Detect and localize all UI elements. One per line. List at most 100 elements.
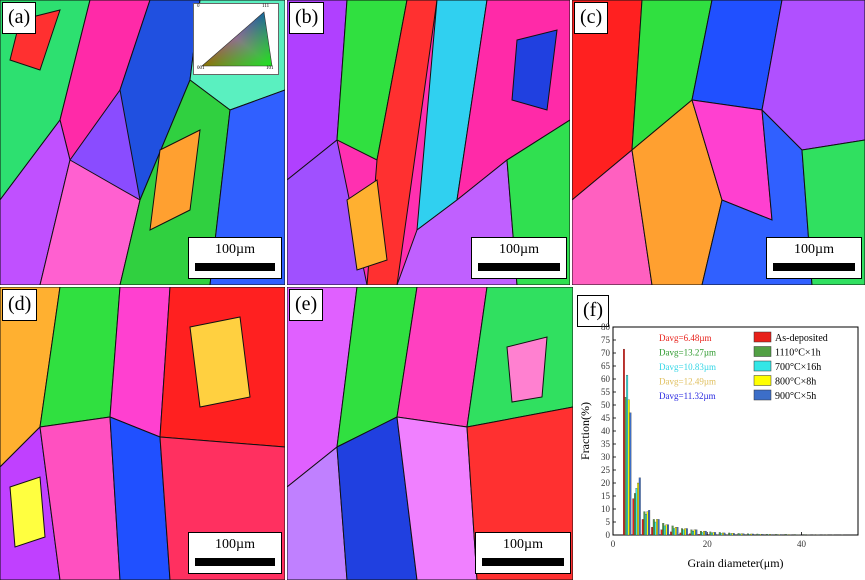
ipf-label-111: 111	[262, 4, 270, 9]
ebsd-map-a: (a) 0 111 001 101 100µm	[0, 0, 285, 285]
bar-2-9	[711, 532, 713, 536]
legend-swatch-2	[753, 360, 772, 372]
panel-label-b: (b)	[289, 2, 325, 34]
legend-label-2: 700°C×16h	[775, 362, 821, 373]
ebsd-grain-image-e	[287, 287, 573, 580]
scale-bar-label-b: 100µm	[499, 242, 539, 257]
scale-bar-box-b: 100µm	[471, 237, 567, 279]
bar-4-5	[676, 527, 679, 536]
davg-label-3: Davg=12.49µm	[659, 377, 716, 387]
bar-0-5	[670, 531, 672, 536]
bar-3-8	[703, 530, 706, 536]
bar-4-16	[780, 534, 783, 536]
scale-bar-label-d: 100µm	[215, 537, 255, 552]
scale-bar-e	[482, 558, 564, 566]
scale-bar-d	[195, 558, 275, 566]
bar-2-10	[720, 533, 723, 536]
davg-label-2: Davg=10.83µm	[659, 362, 716, 372]
bar-3-15	[769, 534, 772, 536]
davg-label-4: Davg=11.32µm	[659, 391, 716, 401]
bar-1-0	[624, 397, 627, 536]
bar-0-8	[698, 534, 701, 536]
panel-label-d: (d)	[2, 289, 38, 321]
bar-1-18	[794, 534, 797, 536]
legend-swatch-3	[753, 375, 772, 386]
y-tick-label-11: 55	[601, 387, 611, 397]
x-axis-label: Grain diameter(μm)	[687, 556, 783, 570]
bar-1-1	[634, 493, 636, 536]
bar-0-1	[632, 498, 635, 536]
bar-1-12	[737, 533, 740, 536]
bar-2-0	[626, 374, 629, 536]
bar-4-3	[657, 519, 660, 536]
bar-2-5	[673, 528, 676, 536]
bar-1-19	[803, 534, 806, 536]
legend-swatch-1	[753, 346, 772, 357]
bar-1-3	[652, 519, 655, 536]
bar-4-10	[723, 532, 726, 536]
scale-bar-label-e: 100µm	[503, 537, 543, 552]
bar-2-15	[767, 534, 770, 536]
bar-2-8	[701, 532, 704, 536]
bar-1-14	[756, 533, 759, 536]
ebsd-map-d: (d) 100µm	[0, 287, 285, 580]
bar-0-7	[688, 533, 691, 536]
y-tick-label-1: 5	[606, 517, 611, 527]
bar-4-8	[704, 530, 707, 536]
davg-label-0: Davg=6.48µm	[659, 333, 712, 343]
scale-bar-box-a: 100µm	[188, 237, 282, 279]
bar-3-1	[637, 482, 640, 536]
legend-label-0: As-deposited	[775, 333, 828, 344]
bar-1-9	[709, 531, 712, 536]
bar-3-4	[665, 524, 668, 536]
bar-2-1	[635, 488, 638, 536]
bar-3-0	[627, 399, 630, 536]
bar-2-4	[663, 525, 666, 536]
bar-3-10	[722, 532, 724, 536]
bar-1-16	[775, 534, 778, 536]
bar-3-5	[674, 527, 677, 536]
ipf-label-101: 101	[266, 66, 274, 71]
y-tick-label-5: 25	[601, 465, 611, 475]
legend-label-4: 900°C×5h	[775, 391, 816, 402]
bar-4-12	[742, 533, 745, 536]
scale-bar-box-e: 100µm	[475, 532, 571, 574]
bar-4-9	[714, 532, 717, 536]
ebsd-grain-image-d	[0, 287, 285, 580]
plot-frame	[612, 326, 859, 536]
y-tick-label-8: 40	[601, 426, 611, 436]
bar-4-6	[685, 528, 688, 536]
bar-4-4	[667, 524, 669, 536]
bar-1-5	[671, 525, 674, 536]
ebsd-map-c: (c) 100µm	[572, 0, 865, 285]
x-tick-label-0: 0	[611, 539, 616, 549]
x-tick-label-2: 40	[797, 539, 807, 549]
y-tick-label-3: 15	[601, 491, 611, 501]
bar-2-11	[729, 533, 732, 536]
bar-3-7	[693, 529, 696, 536]
bar-1-15	[765, 534, 768, 536]
bar-0-3	[651, 527, 654, 536]
bar-1-6	[681, 528, 683, 536]
y-tick-label-6: 30	[601, 452, 611, 462]
scale-bar-label-c: 100µm	[794, 242, 834, 257]
y-tick-label-2: 10	[601, 504, 611, 514]
y-axis-label: Fraction(%)	[578, 402, 592, 460]
bar-3-16	[778, 534, 781, 536]
legend-label-1: 1110°C×1h	[775, 348, 821, 359]
y-tick-label-9: 45	[601, 413, 611, 423]
bar-3-13	[750, 533, 753, 536]
scale-bar-c	[773, 263, 855, 271]
panel-label-a: (a)	[2, 2, 37, 34]
bar-3-11	[731, 533, 734, 536]
bar-4-13	[751, 533, 754, 536]
bar-1-7	[690, 529, 693, 536]
y-tick-label-10: 50	[601, 400, 611, 410]
bar-4-14	[761, 534, 764, 536]
y-tick-label-0: 0	[606, 530, 611, 540]
scale-bar-b	[478, 263, 560, 271]
panel-label-c: (c)	[574, 2, 609, 34]
bar-3-17	[788, 534, 790, 536]
bar-4-1	[638, 477, 641, 536]
panel-label-e: (e)	[289, 289, 324, 321]
